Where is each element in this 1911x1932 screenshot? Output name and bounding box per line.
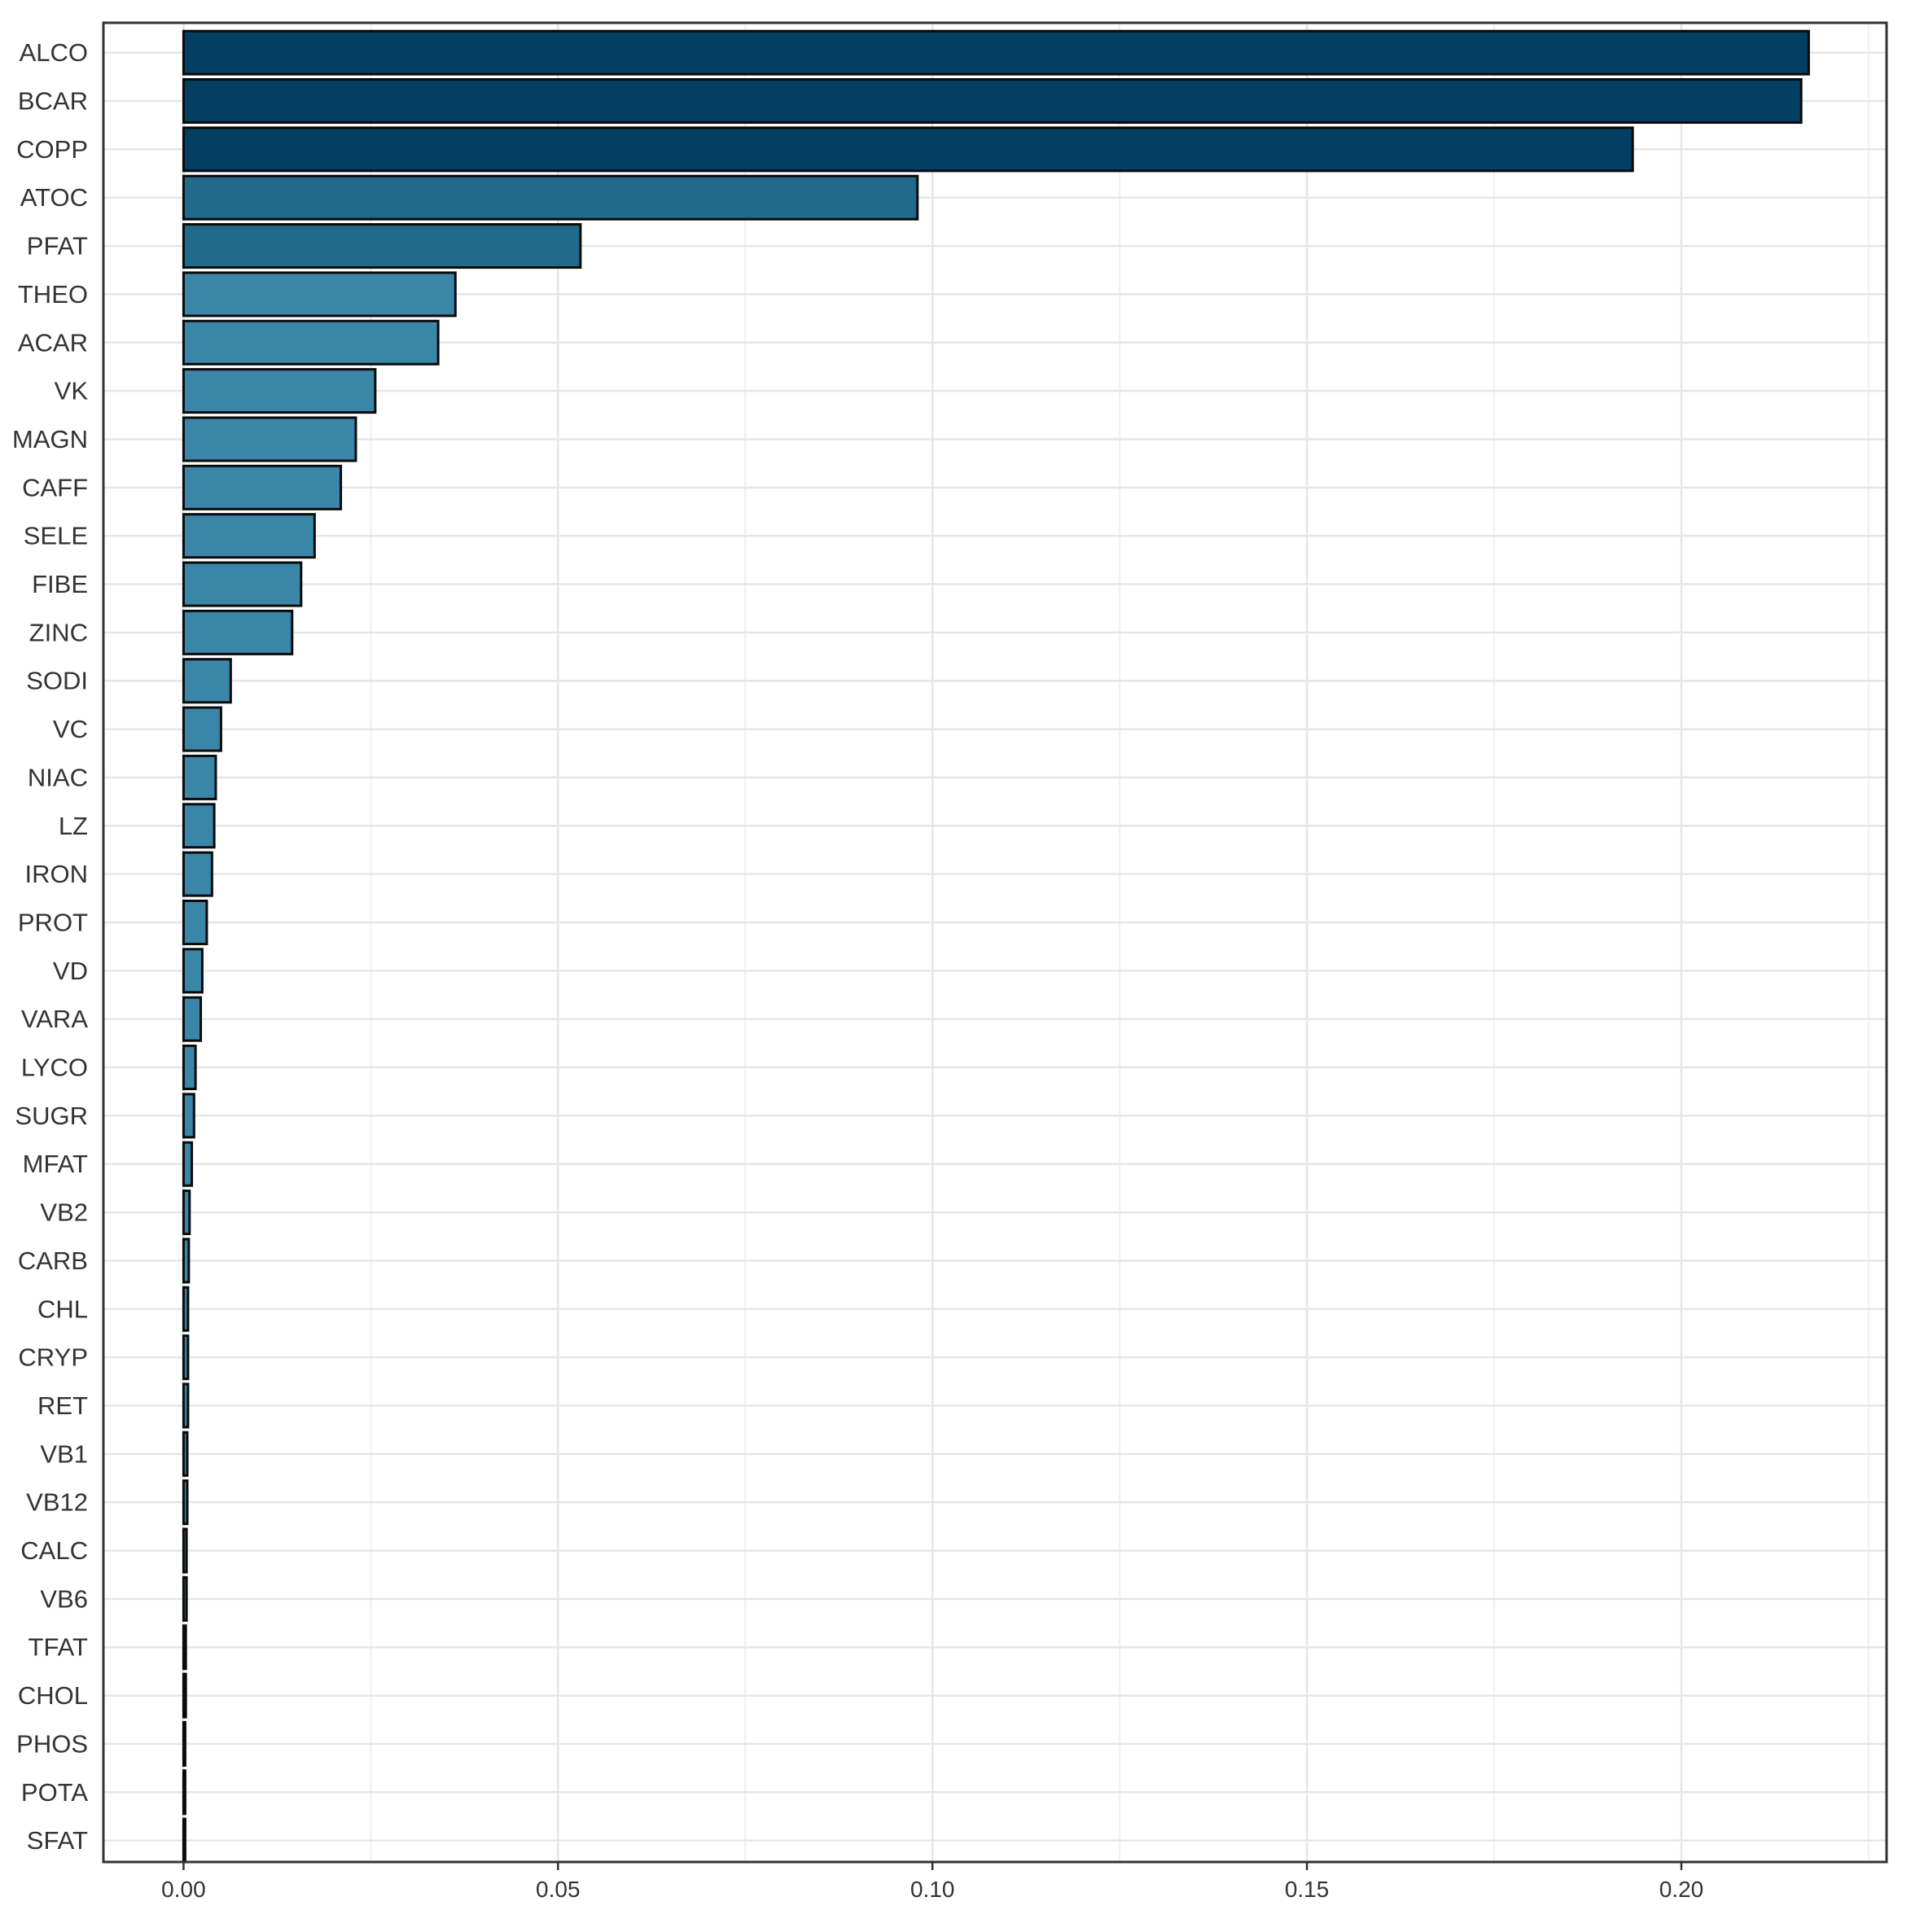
category-label-carb: CARB — [18, 1246, 88, 1275]
category-label-atoc: ATOC — [20, 183, 88, 212]
bar-carb — [182, 1238, 191, 1284]
category-label-fibe: FIBE — [32, 570, 88, 598]
bar-alco — [182, 29, 1810, 76]
category-label-copp: COPP — [16, 135, 88, 164]
category-label-pota: POTA — [21, 1778, 88, 1807]
bar-sele — [182, 513, 316, 559]
bar-layer — [182, 29, 1810, 1864]
category-label-vb2: VB2 — [40, 1198, 88, 1227]
bar-sfat — [182, 1817, 186, 1864]
bar-theo — [182, 271, 457, 318]
category-label-vb6: VB6 — [40, 1584, 88, 1613]
bar-atoc — [182, 174, 919, 221]
bar-ret — [182, 1382, 190, 1429]
category-label-mfat: MFAT — [23, 1150, 88, 1178]
bar-phos — [182, 1720, 186, 1767]
category-label-bcar: BCAR — [18, 87, 88, 116]
category-label-sfat: SFAT — [27, 1826, 88, 1855]
category-label-vb12: VB12 — [26, 1488, 88, 1517]
category-label-sugr: SUGR — [15, 1102, 88, 1130]
bar-lyco — [182, 1045, 197, 1091]
bar-sodi — [182, 658, 232, 704]
category-label-vk: VK — [55, 377, 89, 405]
category-label-tfat: TFAT — [28, 1633, 89, 1662]
x-tick-label: 0.00 — [161, 1877, 206, 1902]
bar-vk — [182, 368, 377, 414]
x-tick-label: 0.15 — [1285, 1877, 1330, 1902]
category-label-layer: ALCO BCAR COPP ATOC PFAT THEO ACAR VK MAGN CAFF SE… — [12, 38, 88, 1855]
bar-lz — [182, 803, 216, 849]
bar-mfat — [182, 1141, 194, 1187]
category-label-niac: NIAC — [28, 763, 88, 791]
bar-cryp — [182, 1334, 190, 1381]
x-tick-label: 0.05 — [536, 1877, 581, 1902]
bar-bcar — [182, 78, 1803, 125]
bar-chol — [182, 1672, 187, 1719]
category-label-lz: LZ — [59, 812, 88, 840]
bar-prot — [182, 899, 208, 945]
category-label-vc: VC — [53, 715, 88, 743]
bar-fibe — [182, 561, 303, 607]
category-label-ret: RET — [37, 1391, 88, 1420]
category-label-chol: CHOL — [18, 1681, 88, 1710]
category-label-phos: PHOS — [16, 1729, 88, 1758]
bar-niac — [182, 754, 217, 800]
bar-calc — [182, 1527, 188, 1574]
category-label-alco: ALCO — [20, 38, 88, 67]
category-label-vb1: VB1 — [40, 1439, 88, 1468]
bar-vd — [182, 948, 204, 994]
category-label-acar: ACAR — [18, 328, 88, 357]
bar-tfat — [182, 1624, 187, 1671]
category-label-pfat: PFAT — [27, 232, 88, 261]
bar-pota — [182, 1769, 186, 1816]
bar-chl — [182, 1286, 190, 1332]
category-label-magn: MAGN — [12, 425, 88, 453]
bar-sugr — [182, 1093, 195, 1139]
category-label-lyco: LYCO — [21, 1054, 88, 1082]
category-label-calc: CALC — [20, 1536, 88, 1565]
bar-caff — [182, 464, 343, 510]
bar-vb2 — [182, 1189, 191, 1236]
category-label-iron: IRON — [25, 860, 89, 888]
category-label-vd: VD — [53, 957, 88, 985]
x-axis-tick-layer: 0.00 0.05 0.10 0.15 0.20 — [161, 1862, 1703, 1902]
bar-vb12 — [182, 1479, 189, 1526]
category-label-chl: CHL — [37, 1295, 88, 1323]
bar-vb6 — [182, 1575, 188, 1622]
category-label-vara: VARA — [21, 1005, 88, 1033]
bar-copp — [182, 126, 1634, 173]
panel-border — [102, 21, 1888, 1864]
bar-vc — [182, 706, 222, 752]
x-tick-label: 0.20 — [1659, 1877, 1704, 1902]
bar-pfat — [182, 223, 582, 269]
bar-vb1 — [182, 1430, 189, 1477]
category-label-sodi: SODI — [26, 667, 88, 695]
category-label-theo: THEO — [18, 280, 88, 309]
category-label-cryp: CRYP — [18, 1343, 88, 1372]
bar-iron — [182, 851, 213, 897]
category-label-prot: PROT — [18, 908, 88, 936]
category-label-caff: CAFF — [22, 473, 88, 502]
category-label-sele: SELE — [24, 522, 88, 550]
bar-vara — [182, 996, 203, 1042]
x-tick-label: 0.10 — [910, 1877, 955, 1902]
bar-zinc — [182, 609, 294, 655]
bar-magn — [182, 416, 357, 462]
category-label-zinc: ZINC — [29, 618, 88, 646]
bar-acar — [182, 319, 440, 366]
